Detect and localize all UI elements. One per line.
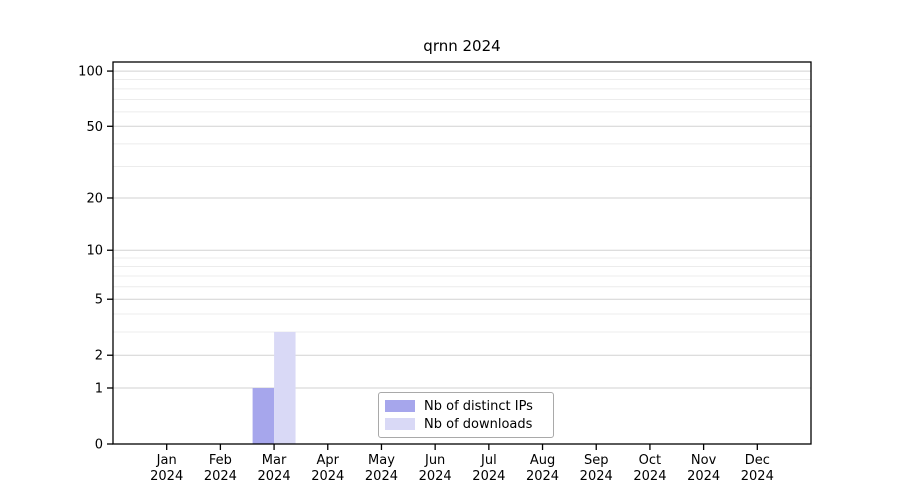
x-tick-label-year: 2024 (526, 469, 559, 484)
x-tick-label-month: Mar (262, 453, 287, 468)
chart-title: qrnn 2024 (423, 37, 501, 55)
bar-distinct-ips (252, 387, 275, 444)
legend-swatch-distinct-ips (385, 400, 415, 412)
y-tick-label: 2 (95, 349, 103, 364)
x-tick-label-year: 2024 (472, 469, 505, 484)
legend-swatch-downloads (385, 418, 415, 430)
legend-label-distinct-ips: Nb of distinct IPs (424, 398, 533, 414)
legend-item-distinct-ips: Nb of distinct IPs (385, 397, 546, 415)
legend: Nb of distinct IPs Nb of downloads (378, 392, 554, 438)
y-tick-label: 10 (86, 244, 103, 259)
x-tick-label-month: Aug (530, 453, 555, 468)
x-tick-label-month: Jun (424, 453, 445, 468)
x-tick-label-year: 2024 (150, 469, 183, 484)
x-tick-label-year: 2024 (741, 469, 774, 484)
plot-border (112, 61, 812, 445)
x-tick-label-year: 2024 (633, 469, 666, 484)
y-tick-label: 100 (78, 65, 103, 80)
bar-downloads (274, 331, 296, 444)
x-tick-label-year: 2024 (311, 469, 344, 484)
x-tick-label-month: Oct (639, 453, 661, 468)
x-tick-label-month: Feb (209, 453, 232, 468)
x-tick-label-month: May (368, 453, 395, 468)
y-tick-label: 5 (95, 293, 103, 308)
x-tick-label-year: 2024 (258, 469, 291, 484)
x-tick-label-month: Jul (480, 453, 497, 468)
legend-item-downloads: Nb of downloads (385, 415, 546, 433)
x-tick-label-month: Apr (317, 453, 340, 468)
x-tick-label-month: Jan (156, 453, 177, 468)
x-tick-label-year: 2024 (580, 469, 613, 484)
x-tick-label-month: Dec (745, 453, 770, 468)
y-tick-label: 50 (86, 120, 103, 135)
y-tick-label: 1 (95, 381, 103, 396)
x-tick-label-year: 2024 (204, 469, 237, 484)
y-tick-label: 20 (86, 191, 103, 206)
x-tick-label-year: 2024 (419, 469, 452, 484)
legend-label-downloads: Nb of downloads (424, 416, 533, 432)
x-tick-label-year: 2024 (687, 469, 720, 484)
y-tick-label: 0 (95, 438, 103, 453)
x-tick-label-year: 2024 (365, 469, 398, 484)
x-tick-label-month: Nov (691, 453, 717, 468)
x-tick-label-month: Sep (584, 453, 609, 468)
